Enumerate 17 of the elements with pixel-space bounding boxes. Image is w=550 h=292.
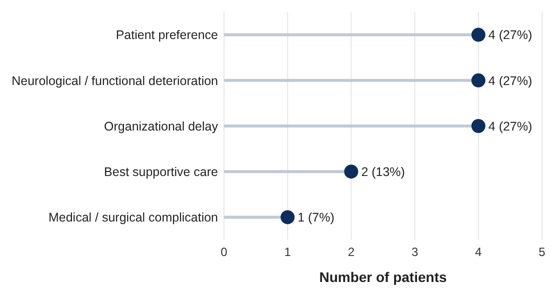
data-label: 4 (27%) — [488, 119, 532, 134]
y-tick-label: Organizational delay — [104, 119, 219, 134]
x-tick-label: 5 — [538, 245, 546, 259]
y-tick-label: Patient preference — [116, 28, 218, 42]
y-tick-label: Best supportive care — [104, 164, 218, 179]
y-tick-label: Neurological / functional deterioration — [12, 74, 218, 88]
data-label: 4 (27%) — [488, 28, 532, 42]
x-tick-label: 2 — [348, 245, 355, 259]
x-tick-label: 0 — [220, 245, 228, 259]
x-tick-label: 4 — [475, 245, 482, 259]
x-axis-title: Number of patients — [319, 269, 447, 285]
data-label: 4 (27%) — [488, 74, 532, 88]
data-label: 1 (7%) — [298, 210, 334, 225]
data-label: 2 (13%) — [361, 164, 405, 179]
x-tick-label: 1 — [284, 245, 292, 259]
y-tick-label: Medical / surgical complication — [48, 210, 218, 225]
x-tick-label: 3 — [411, 245, 418, 259]
